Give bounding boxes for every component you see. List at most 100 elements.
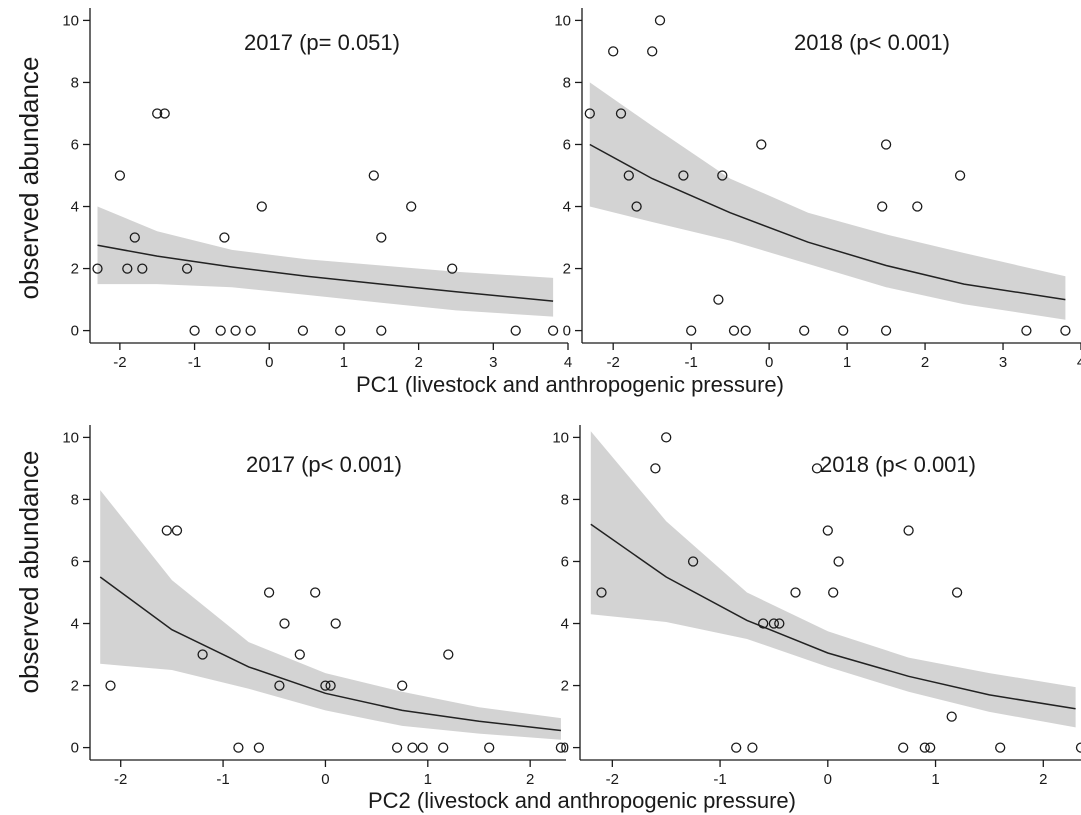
data-point (230, 325, 241, 336)
panel-title: 2017 (p< 0.001) (246, 452, 402, 477)
data-point (731, 742, 742, 753)
data-point (137, 263, 148, 274)
data-point (114, 170, 126, 181)
confidence-band (590, 431, 1076, 728)
data-point (898, 742, 909, 753)
x-axis-title-bottom: PC2 (livestock and anthropogenic pressur… (368, 788, 796, 813)
panel-1: 0 2 4 6 8 10 -2 -1 0 1 2 3 4 2017 (p= 0.051) (62, 8, 572, 371)
data-point (274, 680, 285, 691)
data-point (596, 587, 607, 598)
x-axis-title-top: PC1 (livestock and anthropogenic pressur… (356, 372, 784, 397)
fit-line (97, 244, 554, 302)
data-point (215, 325, 226, 336)
panel-2: 0 2 4 6 8 10 -2 -1 0 1 2 3 4 2018 (p< 0.001) (554, 8, 1081, 371)
data-point (376, 232, 387, 243)
data-point (1075, 742, 1081, 753)
data-point (925, 742, 936, 753)
data-point (822, 525, 833, 536)
x-tick-label: 2 (414, 354, 422, 371)
data-point (615, 108, 627, 119)
data-point (838, 325, 849, 336)
data-point (833, 556, 844, 567)
data-point (152, 108, 163, 119)
data-point (951, 587, 963, 598)
fit-line (589, 143, 1066, 301)
data-point (647, 46, 658, 57)
data-point (713, 294, 724, 305)
data-point (92, 263, 103, 274)
x-tick-label: 4 (564, 354, 572, 371)
panel-title: 2018 (p< 0.001) (820, 452, 976, 477)
y-tick-label: 4 (71, 616, 79, 633)
x-tick-label: 2 (526, 771, 534, 788)
x-tick-label: 0 (824, 771, 832, 788)
data-point (335, 325, 346, 336)
data-point (828, 587, 839, 598)
y-tick-label: 4 (563, 199, 571, 216)
data-point (768, 618, 780, 629)
x-tick-label: 0 (321, 771, 329, 788)
data-point (484, 742, 495, 753)
data-point (747, 742, 758, 753)
data-point (631, 201, 642, 212)
data-point (946, 711, 957, 722)
data-point (245, 325, 256, 336)
x-tick-label: -1 (216, 771, 229, 788)
data-point (397, 680, 408, 691)
x-tick-label: 1 (340, 354, 348, 371)
x-tick-label: 4 (1077, 354, 1081, 371)
x-tick-label: 2 (921, 354, 929, 371)
data-point (447, 263, 458, 274)
y-tick-label: 6 (71, 553, 79, 570)
data-point (903, 525, 914, 536)
data-point (263, 587, 275, 598)
x-tick-label: 1 (931, 771, 939, 788)
y-tick-label: 4 (71, 199, 79, 216)
data-point (555, 742, 567, 753)
data-point (661, 432, 672, 443)
panel-title: 2017 (p= 0.051) (244, 30, 400, 55)
data-point (443, 649, 454, 660)
x-tick-label: 1 (843, 354, 851, 371)
confidence-band (97, 206, 554, 317)
y-tick-label: 8 (71, 74, 79, 91)
y-tick-label: 8 (561, 491, 569, 508)
x-tick-label: 3 (489, 354, 497, 371)
data-point (320, 680, 331, 691)
fit-line (99, 576, 561, 732)
data-point (740, 325, 751, 336)
panel-title: 2018 (p< 0.001) (794, 30, 950, 55)
y-tick-label: 2 (71, 261, 79, 278)
data-point (407, 742, 418, 753)
data-point (799, 325, 810, 336)
data-point (189, 325, 200, 336)
data-point (122, 263, 133, 274)
y-tick-label: 10 (62, 429, 79, 446)
data-point (954, 170, 966, 181)
data-point (608, 46, 619, 57)
data-point (623, 170, 634, 181)
data-point (756, 139, 767, 150)
y-tick-label: 10 (552, 429, 569, 446)
data-point (811, 463, 823, 474)
data-point (995, 742, 1006, 753)
y-tick-label: 0 (71, 323, 79, 340)
panel-4: 0 2 4 6 8 10 -2 -1 0 1 2 2018 (p< 0.001) (552, 425, 1081, 788)
data-point (368, 170, 379, 181)
x-tick-label: 0 (265, 354, 273, 371)
y-tick-label: 10 (62, 12, 79, 29)
y-tick-label: 6 (561, 553, 569, 570)
data-point (547, 325, 559, 336)
data-point (161, 525, 172, 536)
x-tick-label: -2 (114, 771, 127, 788)
y-tick-label: 6 (71, 136, 79, 153)
data-point (253, 742, 265, 753)
data-point (1060, 325, 1071, 336)
data-point (774, 618, 785, 629)
data-point (919, 742, 930, 753)
data-point (159, 108, 170, 119)
data-point (877, 201, 888, 212)
data-point (728, 325, 740, 336)
